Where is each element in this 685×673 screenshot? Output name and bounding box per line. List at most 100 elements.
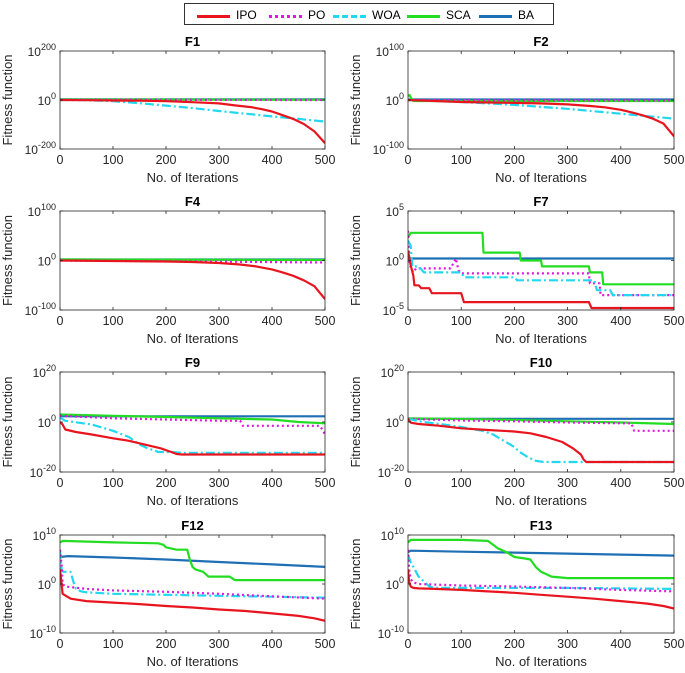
y-axis-label: Fitness function xyxy=(348,54,363,145)
y-tick-label: 100 xyxy=(386,413,404,430)
series-woa-f1 xyxy=(60,98,325,123)
y-tick-label: 100 xyxy=(386,252,404,269)
x-tick-label: 0 xyxy=(405,314,412,328)
x-tick-label: 400 xyxy=(262,476,283,490)
legend-swatch-sca xyxy=(407,15,440,18)
plot-area xyxy=(408,535,674,633)
x-tick-label: 300 xyxy=(557,637,578,651)
x-tick-label: 100 xyxy=(451,314,472,328)
y-axis-label: Fitness function xyxy=(348,538,363,629)
x-tick-label: 300 xyxy=(557,153,578,167)
x-tick-label: 300 xyxy=(209,476,230,490)
y-tick-label: 10100 xyxy=(376,42,404,59)
plot-area xyxy=(60,372,325,472)
y-tick-label: 100 xyxy=(38,91,56,108)
x-tick-label: 300 xyxy=(209,314,230,328)
series-po-f13 xyxy=(408,549,674,593)
y-tick-label: 10-100 xyxy=(373,140,404,157)
y-tick-label: 10-200 xyxy=(25,140,56,157)
x-axis-label: No. of Iterations xyxy=(495,331,587,346)
y-tick-label: 10-10 xyxy=(378,624,404,641)
y-tick-label: 1020 xyxy=(33,363,56,380)
y-tick-label: 10-100 xyxy=(25,301,56,318)
series-sca-f2 xyxy=(408,93,674,103)
panel-f12: 0 100 200 300 400 500 10-10 100 1010 F12 No. of It… xyxy=(0,518,335,669)
x-axis-label: No. of Iterations xyxy=(495,170,587,185)
legend-swatch-woa xyxy=(333,15,366,18)
series-ipo-f13 xyxy=(408,569,674,610)
y-tick-label: 100 xyxy=(386,575,404,592)
series-woa-f13 xyxy=(408,554,674,590)
y-tick-label: 10-20 xyxy=(30,463,56,480)
y-axis-label: Fitness function xyxy=(0,376,15,467)
y-tick-label: 100 xyxy=(38,575,56,592)
panel-title: F10 xyxy=(530,355,552,370)
panel-f13: 0 100 200 300 400 500 10-10 100 1010 F13 No. of It… xyxy=(348,518,684,669)
y-tick-label: 105 xyxy=(386,202,404,219)
series-ipo-f4 xyxy=(60,259,325,300)
x-tick-label: 400 xyxy=(610,476,631,490)
panel-title: F7 xyxy=(533,194,548,209)
y-tick-label: 10-10 xyxy=(30,624,56,641)
panel-title: F13 xyxy=(530,518,552,533)
x-tick-label: 200 xyxy=(504,153,525,167)
x-axis-label: No. of Iterations xyxy=(147,170,239,185)
y-tick-label: 1010 xyxy=(381,526,404,543)
series-sca-f7 xyxy=(408,231,674,286)
panel-f1: 0 100 200 300 400 500 10-200 100 10200 F1 No. of I… xyxy=(0,34,335,185)
series-po-f4 xyxy=(60,259,325,264)
x-tick-label: 400 xyxy=(262,314,283,328)
x-tick-label: 0 xyxy=(57,314,64,328)
panel-f2: 0 100 200 300 400 500 10-100 100 10100 F2 No. of I… xyxy=(348,34,684,185)
legend: IPO PO WOA SCA BA xyxy=(184,3,554,25)
legend-label-po: PO xyxy=(308,8,326,22)
y-axis-label: Fitness function xyxy=(0,54,15,145)
y-axis-label: Fitness function xyxy=(348,215,363,306)
x-tick-label: 400 xyxy=(610,637,631,651)
x-tick-label: 100 xyxy=(103,153,124,167)
x-tick-label: 400 xyxy=(610,153,631,167)
x-tick-label: 400 xyxy=(610,314,631,328)
x-tick-label: 500 xyxy=(315,476,336,490)
x-tick-label: 200 xyxy=(156,637,177,651)
x-tick-label: 500 xyxy=(664,637,685,651)
series-woa-f10 xyxy=(408,417,674,464)
x-tick-label: 200 xyxy=(504,314,525,328)
x-tick-label: 0 xyxy=(405,637,412,651)
x-tick-label: 200 xyxy=(504,637,525,651)
series-woa-f7 xyxy=(408,240,674,297)
y-tick-label: 100 xyxy=(38,413,56,430)
x-axis-label: No. of Iterations xyxy=(495,654,587,669)
y-axis-label: Fitness function xyxy=(348,376,363,467)
legend-label-sca: SCA xyxy=(446,8,471,22)
x-axis-label: No. of Iterations xyxy=(147,331,239,346)
series-ipo-f10 xyxy=(408,417,674,464)
x-tick-label: 200 xyxy=(156,476,177,490)
series-po-f10 xyxy=(408,417,674,432)
legend-swatch-ba xyxy=(479,15,512,18)
legend-swatch-po xyxy=(269,15,302,18)
series-sca-f4 xyxy=(60,258,325,262)
y-tick-label: 10100 xyxy=(28,202,56,219)
series-woa-f12 xyxy=(60,549,325,599)
x-tick-label: 0 xyxy=(405,476,412,490)
x-tick-label: 100 xyxy=(451,153,472,167)
x-tick-label: 300 xyxy=(209,637,230,651)
series-ba-f12 xyxy=(60,554,325,568)
panel-title: F4 xyxy=(185,194,201,209)
series-woa-f9 xyxy=(60,416,325,454)
panel-f4: 0 100 200 300 400 500 10-100 100 10100 F4 No. of I… xyxy=(0,194,335,346)
x-axis-label: No. of Iterations xyxy=(495,493,587,508)
y-axis-label: Fitness function xyxy=(0,215,15,306)
panel-title: F1 xyxy=(185,34,200,49)
series-po-f9 xyxy=(60,414,325,436)
panel-f9: 0 100 200 300 400 500 10-20 100 1020 F9 No. of Ite… xyxy=(0,355,335,508)
series-ipo-f7 xyxy=(408,250,674,310)
series-sca-f13 xyxy=(408,538,674,580)
panel-title: F9 xyxy=(185,355,200,370)
series-ipo-f2 xyxy=(408,98,674,138)
plot-area xyxy=(60,535,325,633)
panel-title: F12 xyxy=(181,518,203,533)
y-tick-label: 1020 xyxy=(381,363,404,380)
